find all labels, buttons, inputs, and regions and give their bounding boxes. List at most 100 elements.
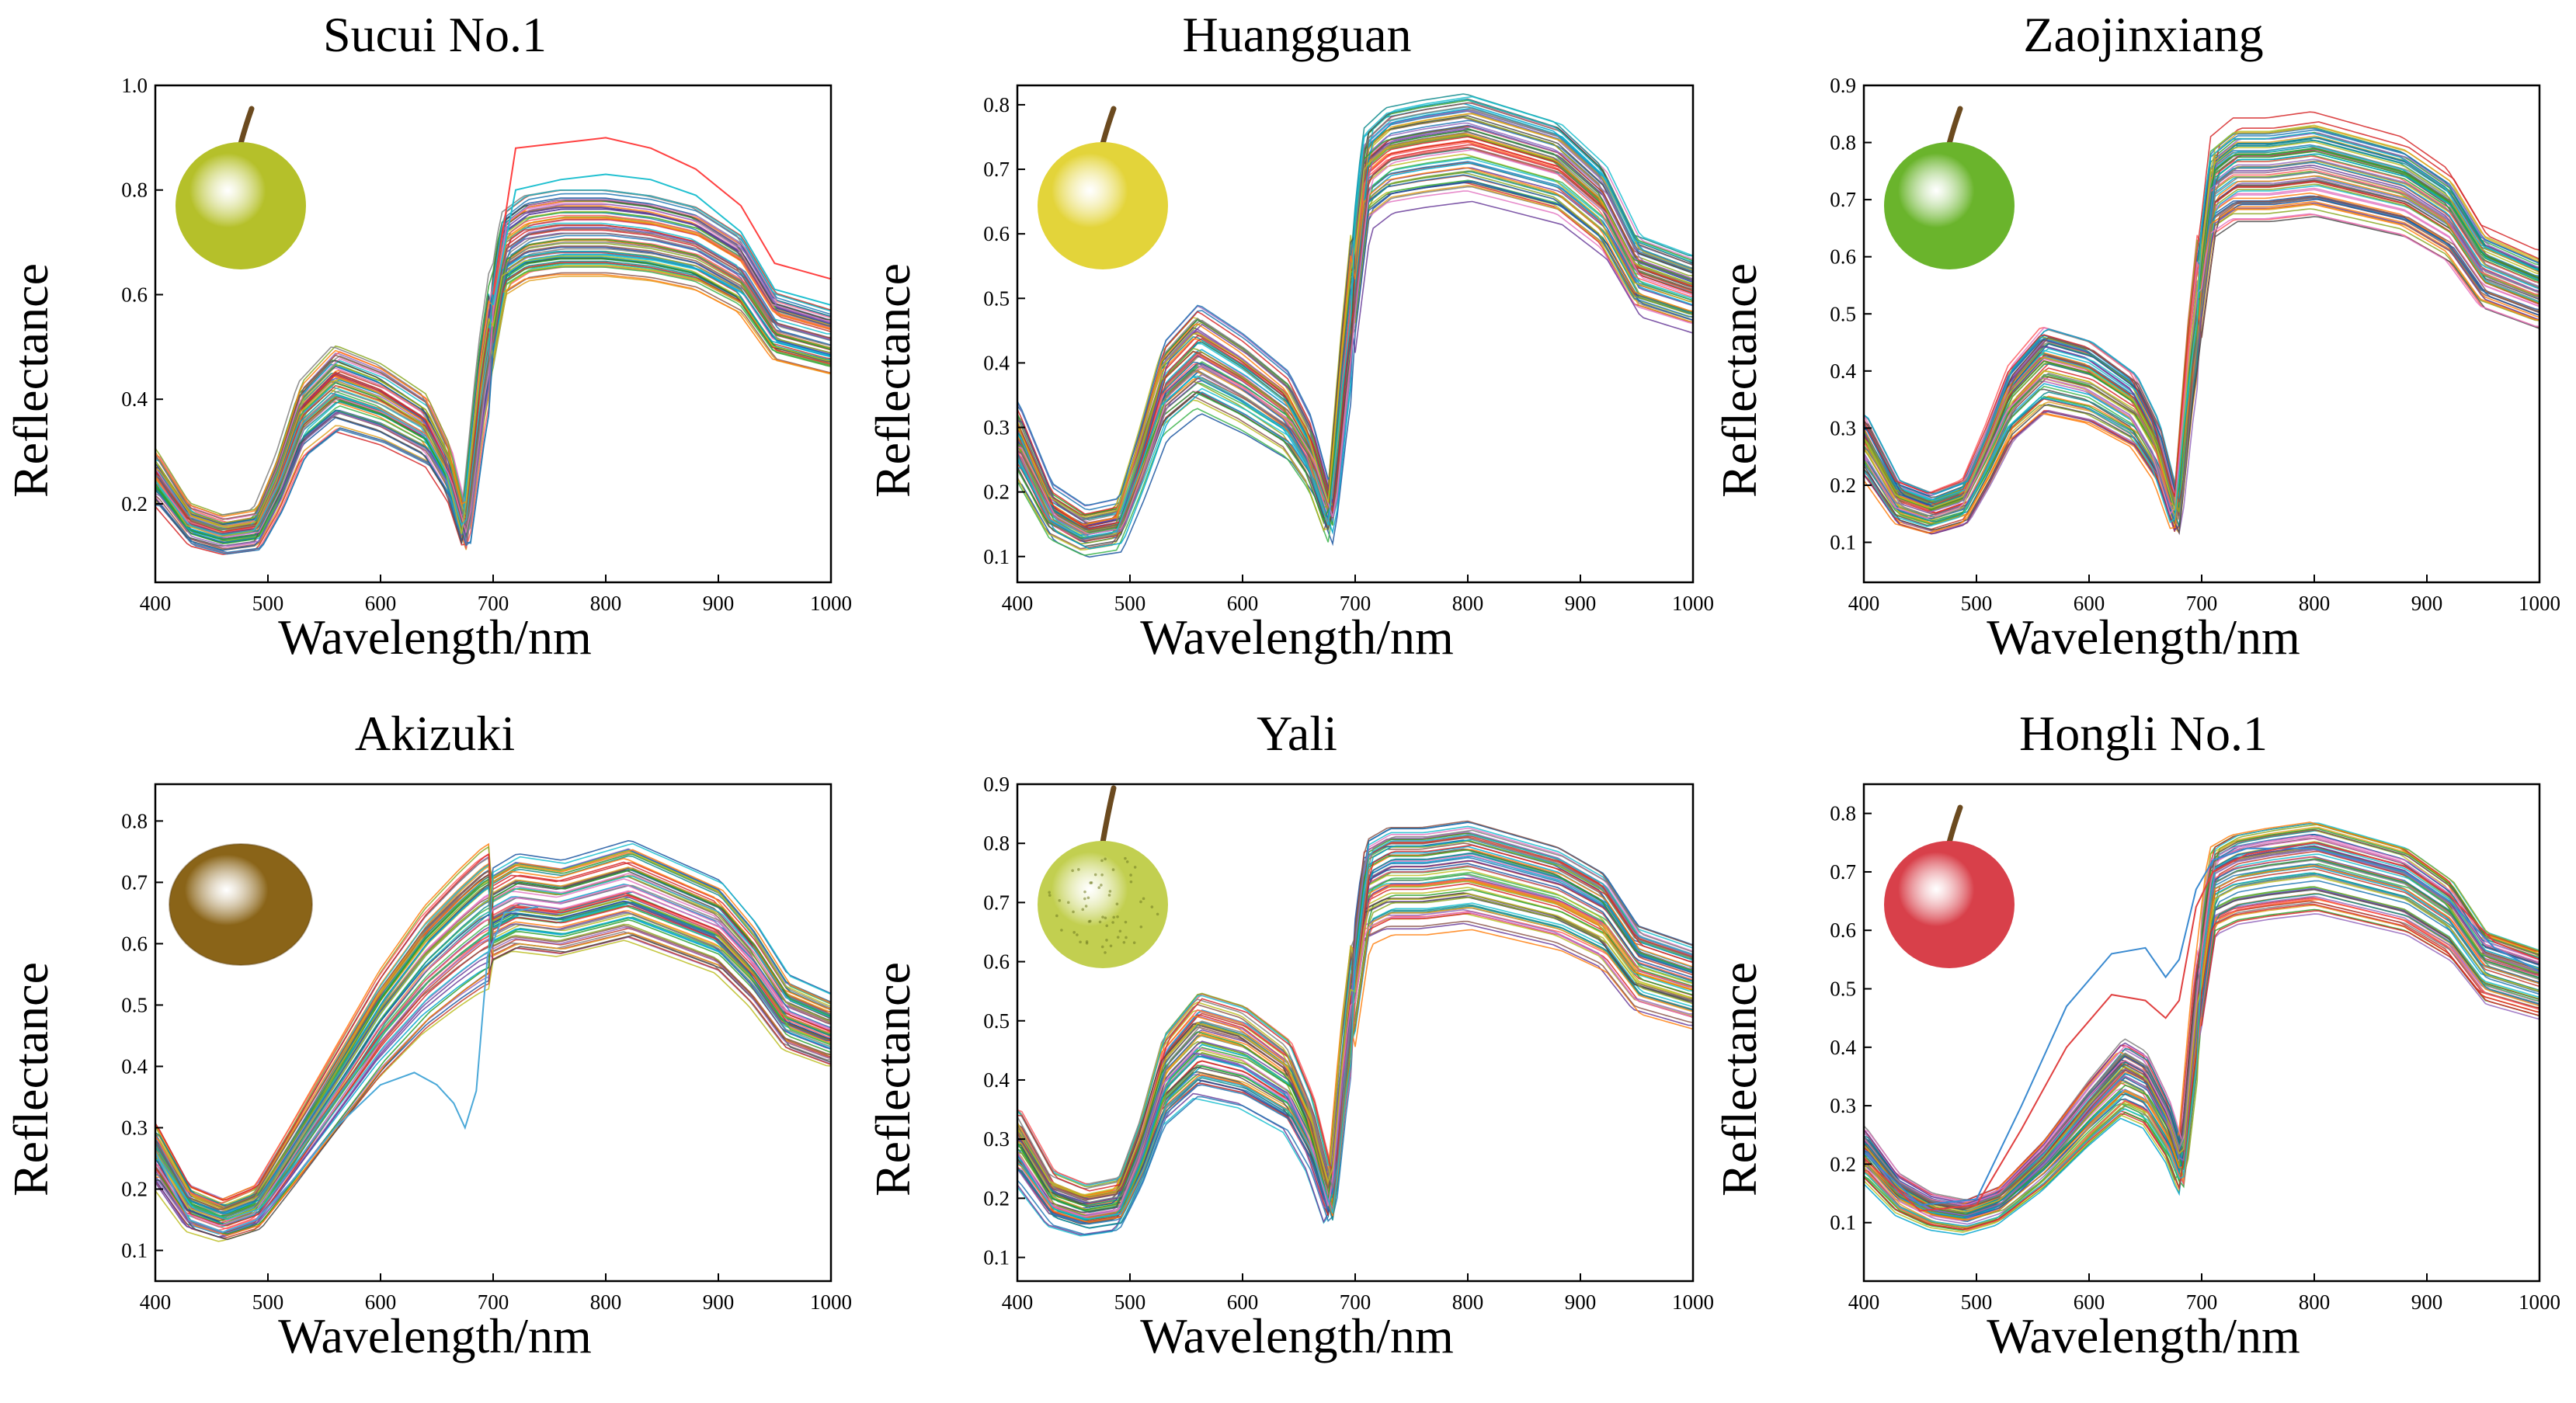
chart-svg-huangguan: 400 500 600 700 800 900 1000 0.1 0.2 0.3 0.4 0.5 0.6… xyxy=(983,84,1714,615)
spectrum-line xyxy=(1864,203,2539,534)
y-tick-label: 0.8 xyxy=(983,832,1010,855)
y-tick-label: 0.7 xyxy=(983,891,1010,914)
y-axis-label: Reflectance xyxy=(3,962,58,1196)
x-tick-label: 700 xyxy=(478,592,509,615)
spectrum-line xyxy=(155,869,831,1235)
x-tick-label: 1000 xyxy=(2519,1290,2560,1314)
y-tick-label: 0.2 xyxy=(121,492,148,516)
y-tick-label: 0.5 xyxy=(121,993,148,1016)
x-tick-label: 1000 xyxy=(810,1290,852,1314)
chart-title: Huangguan xyxy=(1182,7,1412,62)
chart-panel-zaojinxiang: 400 500 600 700 800 900 1000 0.1 0.2 0.3 0.4 0.5 0.6… xyxy=(1712,0,2571,699)
x-tick-label: 800 xyxy=(1452,1290,1484,1314)
outlier-spectrum-line xyxy=(155,906,539,1233)
y-tick-label: 0.9 xyxy=(983,773,1010,796)
spectrum-line xyxy=(1864,195,2539,505)
spectrum-line xyxy=(1017,149,1693,535)
spectrum-line xyxy=(155,255,831,537)
x-tick-label: 800 xyxy=(590,592,622,615)
spectrum-line xyxy=(1017,893,1693,1198)
y-tick-label: 0.1 xyxy=(1830,1211,1856,1235)
spectrum-line xyxy=(155,189,831,516)
x-axis-label: Wavelength/nm xyxy=(1140,609,1454,665)
y-tick-label: 0.2 xyxy=(1830,1152,1856,1176)
speckled-pear-icon xyxy=(1038,785,1168,968)
x-tick-label: 500 xyxy=(1961,592,1993,615)
outlier-spectrum-line xyxy=(1864,847,2539,1207)
x-tick-label: 400 xyxy=(140,1290,172,1314)
y-axis-label: Reflectance xyxy=(3,263,58,498)
x-tick-label: 700 xyxy=(1340,1290,1371,1314)
y-tick-label: 0.4 xyxy=(121,387,148,411)
spectrum-line xyxy=(1017,834,1693,1220)
y-tick-label: 0.3 xyxy=(1830,1094,1856,1117)
y-tick-label: 0.1 xyxy=(983,1246,1010,1269)
x-tick-label: 600 xyxy=(365,592,397,615)
y-tick-label: 0.6 xyxy=(121,932,148,955)
chart-panel-sucui: 400 500 600 700 800 900 1000 0.2 0.4 0.6 0.8 1.0 Su… xyxy=(3,0,862,699)
x-tick-label: 600 xyxy=(1227,592,1259,615)
x-tick-label: 500 xyxy=(1961,1290,1993,1314)
spectrum-line xyxy=(1864,141,2539,512)
spectrum-line xyxy=(155,884,831,1226)
x-tick-label: 600 xyxy=(1227,1290,1259,1314)
spectrum-line xyxy=(1017,134,1693,518)
spectra-group xyxy=(1017,93,1693,558)
spectrum-line xyxy=(1864,843,2539,1227)
x-tick-label: 500 xyxy=(1114,1290,1146,1314)
spectra-group xyxy=(1864,111,2539,536)
chart-svg-hongli: 400 500 600 700 800 900 1000 0.1 0.2 0.3 0.4 0.5 0.6… xyxy=(1830,783,2560,1314)
y-tick-label: 0.5 xyxy=(983,1009,1010,1033)
y-tick-label: 0.2 xyxy=(1830,474,1856,497)
spectrum-line xyxy=(1864,202,2539,535)
y-tick-label: 0.8 xyxy=(121,179,148,202)
x-tick-label: 400 xyxy=(1848,1290,1880,1314)
spectrum-line xyxy=(1864,213,2539,519)
red-pear-icon xyxy=(1884,804,2015,968)
y-tick-label: 0.3 xyxy=(983,416,1010,439)
x-tick-label: 1000 xyxy=(2519,592,2560,615)
x-tick-label: 400 xyxy=(1002,1290,1034,1314)
spectrum-line xyxy=(1017,896,1693,1217)
x-tick-label: 400 xyxy=(1848,592,1880,615)
y-tick-label: 0.7 xyxy=(1830,188,1856,211)
y-tick-label: 0.1 xyxy=(121,1238,148,1262)
x-tick-label: 1000 xyxy=(1672,1290,1714,1314)
spectrum-line xyxy=(1017,167,1693,526)
spectrum-line xyxy=(1017,107,1693,550)
spectrum-line xyxy=(1864,875,2539,1213)
brown-pear-icon xyxy=(169,843,313,966)
y-tick-label: 0.3 xyxy=(983,1127,1010,1151)
chart-title: Zaojinxiang xyxy=(2023,7,2264,62)
y-tick-label: 1.0 xyxy=(121,74,148,97)
y-tick-label: 0.4 xyxy=(983,1068,1010,1092)
chart-title: Akizuki xyxy=(354,706,516,761)
x-tick-label: 500 xyxy=(252,592,284,615)
spectrum-line xyxy=(1017,829,1693,1203)
y-axis-label: Reflectance xyxy=(1712,263,1767,498)
spectrum-line xyxy=(155,228,831,536)
spectrum-line xyxy=(155,189,831,536)
spectrum-line xyxy=(1017,147,1693,531)
x-tick-label: 700 xyxy=(2186,1290,2218,1314)
x-tick-label: 800 xyxy=(2299,1290,2331,1314)
y-tick-label: 0.8 xyxy=(121,809,148,832)
spectrum-line xyxy=(1864,111,2539,498)
x-tick-label: 900 xyxy=(1565,592,1597,615)
y-tick-label: 0.5 xyxy=(983,287,1010,310)
x-tick-label: 700 xyxy=(478,1290,509,1314)
x-axis-label: Wavelength/nm xyxy=(278,1308,592,1363)
chart-title: Hongli No.1 xyxy=(2019,706,2268,761)
spectrum-line xyxy=(155,234,831,554)
x-axis-label: Wavelength/nm xyxy=(278,609,592,665)
x-tick-label: 900 xyxy=(703,592,735,615)
y-tick-label: 0.5 xyxy=(1830,978,1856,1001)
y-tick-label: 0.7 xyxy=(983,158,1010,181)
chart-svg-yali: 400 500 600 700 800 900 1000 0.1 0.2 0.3 0.4 0.5 0.6… xyxy=(983,773,1714,1314)
x-axis-label: Wavelength/nm xyxy=(1987,609,2300,665)
y-tick-label: 0.8 xyxy=(1830,802,1856,825)
x-tick-label: 900 xyxy=(2411,1290,2443,1314)
y-tick-label: 0.3 xyxy=(1830,416,1856,439)
chart-svg-zaojinxiang: 400 500 600 700 800 900 1000 0.1 0.2 0.3 0.4 0.5 0.6… xyxy=(1830,74,2560,615)
